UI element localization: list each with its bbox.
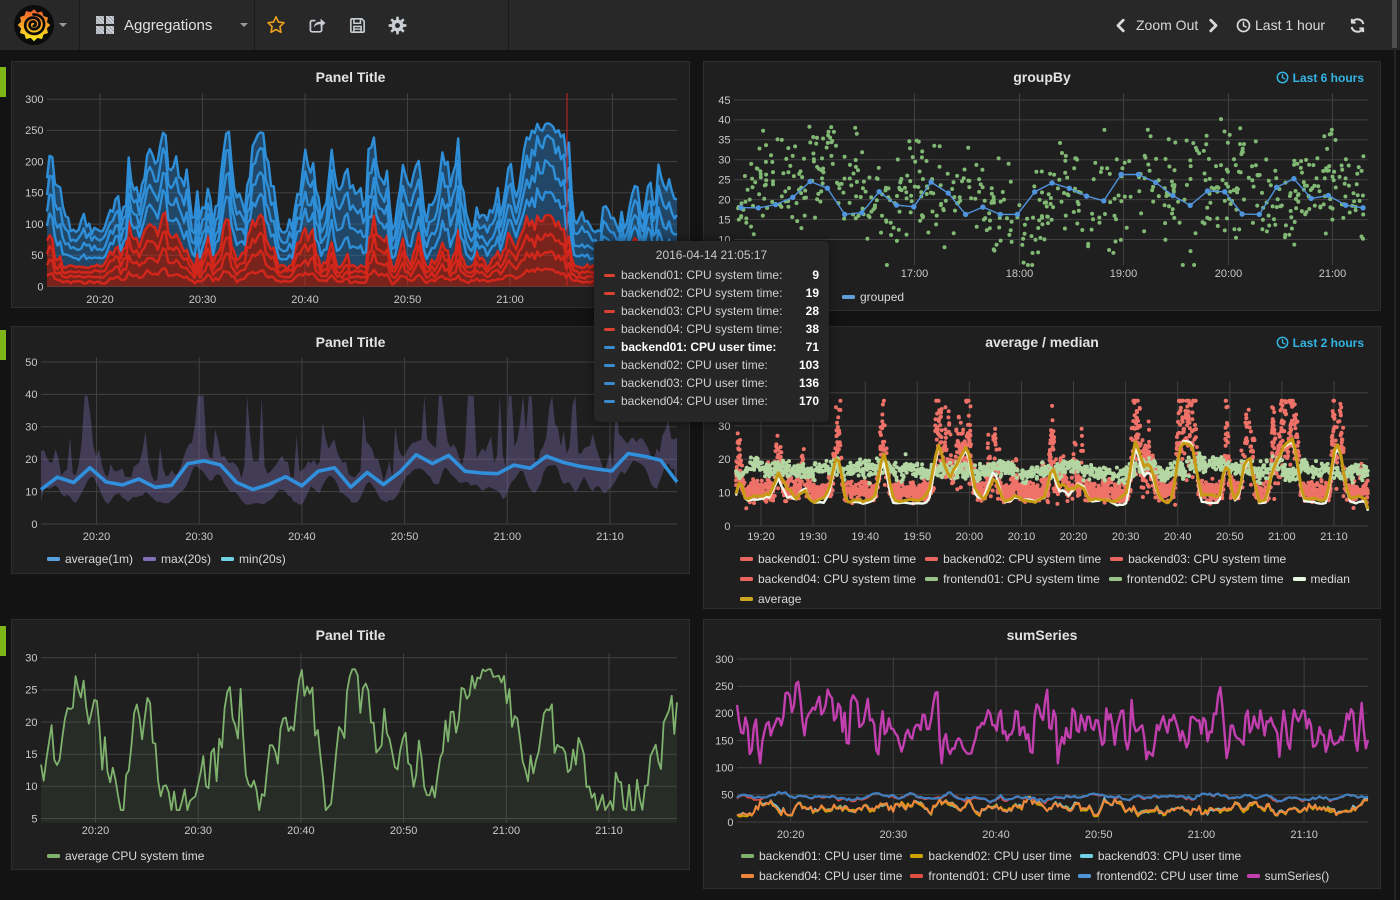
- svg-text:20:20: 20:20: [1060, 531, 1088, 543]
- svg-text:20:40: 20:40: [1164, 531, 1192, 543]
- svg-text:20:20: 20:20: [777, 829, 805, 841]
- svg-text:21:00: 21:00: [1319, 268, 1347, 280]
- svg-text:20:50: 20:50: [390, 825, 418, 837]
- svg-text:100: 100: [715, 763, 733, 775]
- svg-text:35: 35: [718, 135, 730, 147]
- svg-text:45: 45: [718, 95, 730, 107]
- svg-text:21:10: 21:10: [596, 531, 624, 543]
- svg-text:0: 0: [31, 519, 37, 531]
- svg-text:20:40: 20:40: [291, 294, 319, 306]
- svg-text:30: 30: [718, 421, 730, 433]
- svg-text:0: 0: [727, 817, 733, 829]
- svg-text:5: 5: [31, 813, 37, 825]
- svg-text:20:00: 20:00: [956, 531, 984, 543]
- svg-text:150: 150: [715, 735, 733, 747]
- svg-text:150: 150: [25, 188, 43, 200]
- svg-text:20:40: 20:40: [287, 825, 315, 837]
- svg-text:10: 10: [25, 486, 37, 498]
- svg-text:18:00: 18:00: [1006, 268, 1034, 280]
- svg-text:20:30: 20:30: [185, 531, 213, 543]
- svg-text:20:20: 20:20: [83, 531, 111, 543]
- svg-text:20: 20: [25, 454, 37, 466]
- svg-text:20:20: 20:20: [86, 294, 114, 306]
- svg-text:250: 250: [25, 125, 43, 137]
- svg-text:30: 30: [25, 653, 37, 665]
- svg-text:20:20: 20:20: [82, 825, 110, 837]
- svg-text:50: 50: [25, 357, 37, 369]
- svg-text:20:10: 20:10: [1008, 531, 1036, 543]
- svg-text:0: 0: [37, 281, 43, 293]
- svg-text:10: 10: [718, 488, 730, 500]
- svg-text:21:10: 21:10: [1290, 829, 1318, 841]
- svg-text:20:30: 20:30: [1112, 531, 1140, 543]
- svg-text:21:00: 21:00: [494, 531, 522, 543]
- svg-text:19:50: 19:50: [904, 531, 932, 543]
- svg-text:200: 200: [715, 708, 733, 720]
- svg-text:21:00: 21:00: [1188, 829, 1216, 841]
- svg-text:19:00: 19:00: [1110, 268, 1138, 280]
- svg-text:20:50: 20:50: [391, 531, 419, 543]
- svg-text:15: 15: [25, 749, 37, 761]
- svg-text:19:30: 19:30: [799, 531, 827, 543]
- svg-text:20:50: 20:50: [1085, 829, 1113, 841]
- svg-text:20:30: 20:30: [189, 294, 217, 306]
- svg-text:21:00: 21:00: [496, 294, 524, 306]
- svg-text:19:20: 19:20: [747, 531, 775, 543]
- svg-text:20:30: 20:30: [184, 825, 212, 837]
- svg-text:250: 250: [715, 681, 733, 693]
- svg-text:20:40: 20:40: [982, 829, 1010, 841]
- svg-text:25: 25: [25, 685, 37, 697]
- svg-text:10: 10: [25, 781, 37, 793]
- svg-text:20: 20: [25, 717, 37, 729]
- svg-text:21:10: 21:10: [1320, 531, 1348, 543]
- svg-text:25: 25: [718, 175, 730, 187]
- svg-text:21:00: 21:00: [1268, 531, 1296, 543]
- svg-text:21:00: 21:00: [493, 825, 521, 837]
- svg-text:20:00: 20:00: [1215, 268, 1243, 280]
- svg-text:100: 100: [25, 219, 43, 231]
- svg-text:300: 300: [715, 654, 733, 666]
- svg-text:30: 30: [25, 422, 37, 434]
- svg-text:21:10: 21:10: [595, 825, 623, 837]
- svg-text:20: 20: [718, 454, 730, 466]
- svg-text:20:50: 20:50: [394, 294, 422, 306]
- svg-text:20:30: 20:30: [880, 829, 908, 841]
- svg-text:20:50: 20:50: [1216, 531, 1244, 543]
- svg-text:15: 15: [718, 214, 730, 226]
- svg-text:0: 0: [724, 521, 730, 533]
- svg-text:19:40: 19:40: [851, 531, 879, 543]
- svg-text:200: 200: [25, 156, 43, 168]
- svg-text:40: 40: [718, 115, 730, 127]
- svg-text:50: 50: [31, 250, 43, 262]
- svg-text:40: 40: [25, 389, 37, 401]
- svg-text:30: 30: [718, 155, 730, 167]
- svg-text:300: 300: [25, 94, 43, 106]
- svg-text:17:00: 17:00: [901, 268, 929, 280]
- svg-text:50: 50: [721, 790, 733, 802]
- svg-text:20:40: 20:40: [288, 531, 316, 543]
- svg-text:20: 20: [718, 194, 730, 206]
